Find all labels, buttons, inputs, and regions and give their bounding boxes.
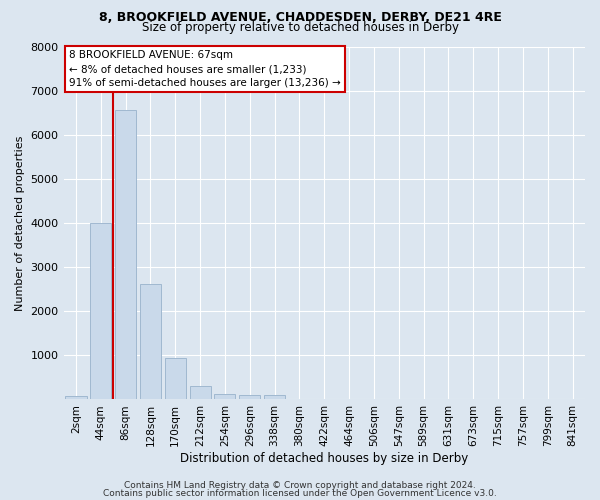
Y-axis label: Number of detached properties: Number of detached properties bbox=[15, 136, 25, 310]
Text: Contains HM Land Registry data © Crown copyright and database right 2024.: Contains HM Land Registry data © Crown c… bbox=[124, 481, 476, 490]
Bar bbox=[214, 394, 235, 400]
Text: Size of property relative to detached houses in Derby: Size of property relative to detached ho… bbox=[142, 22, 458, 35]
Text: Contains public sector information licensed under the Open Government Licence v3: Contains public sector information licen… bbox=[103, 488, 497, 498]
Bar bbox=[239, 396, 260, 400]
Bar bbox=[115, 110, 136, 400]
Bar bbox=[65, 396, 86, 400]
Bar bbox=[165, 358, 186, 400]
Bar bbox=[90, 223, 112, 400]
X-axis label: Distribution of detached houses by size in Derby: Distribution of detached houses by size … bbox=[180, 452, 469, 465]
Bar bbox=[140, 284, 161, 400]
Bar bbox=[190, 386, 211, 400]
Bar bbox=[264, 396, 285, 400]
Text: 8 BROOKFIELD AVENUE: 67sqm
← 8% of detached houses are smaller (1,233)
91% of se: 8 BROOKFIELD AVENUE: 67sqm ← 8% of detac… bbox=[69, 50, 341, 88]
Text: 8, BROOKFIELD AVENUE, CHADDESDEN, DERBY, DE21 4RE: 8, BROOKFIELD AVENUE, CHADDESDEN, DERBY,… bbox=[98, 11, 502, 24]
